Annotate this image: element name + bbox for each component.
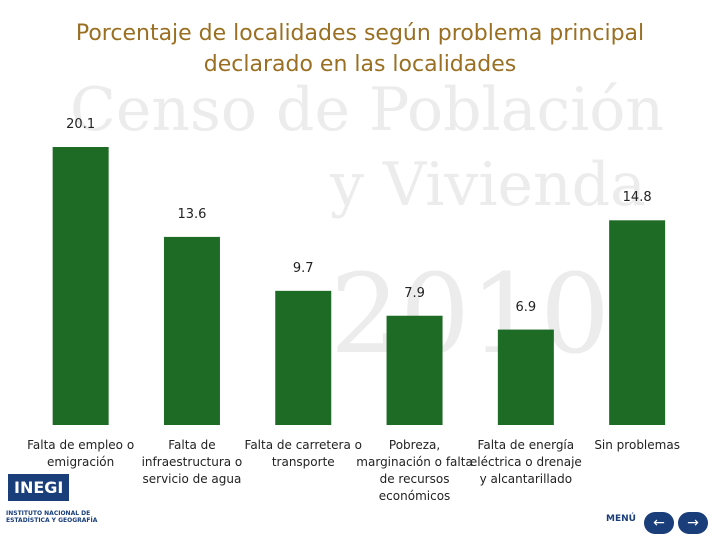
value-label: 14.8 [622,190,652,206]
value-label: 20.1 [66,117,96,132]
value-label: 9.7 [292,260,314,276]
bar [163,236,220,425]
x-tick-label: Pobreza, marginación o falta de recursos… [356,438,473,503]
chart-title: Porcentaje de localidades según problema… [75,21,645,77]
bar [386,315,443,425]
watermark: Censo de Población [70,75,665,145]
x-tick-label: Falta de energía eléctrica o drenaje y a… [469,438,582,486]
bar [609,220,666,425]
x-tick-label: Falta de carretera o transporte [244,438,362,469]
value-label: 13.6 [177,206,207,222]
logo: INEGI [8,474,70,501]
bar [52,147,109,425]
bar [275,290,332,425]
x-tick-label: Falta de infraestructura o servicio de a… [141,438,243,486]
watermark: 2010 [330,250,610,378]
x-tick-label: Falta de empleo o emigración [27,438,135,469]
back-button[interactable]: ← [644,512,674,534]
watermark: y Vivienda [330,150,646,220]
value-label: 6.9 [515,299,537,315]
menu-button[interactable]: MENÚ [606,514,636,524]
value-label: 7.9 [404,285,425,301]
forward-button[interactable]: → [678,512,708,534]
institute-name: INSTITUTO NACIONAL DE ESTADÍSTICA Y GEOG… [6,510,98,524]
x-tick-label: Sin problemas [594,438,680,452]
bar [497,329,554,425]
